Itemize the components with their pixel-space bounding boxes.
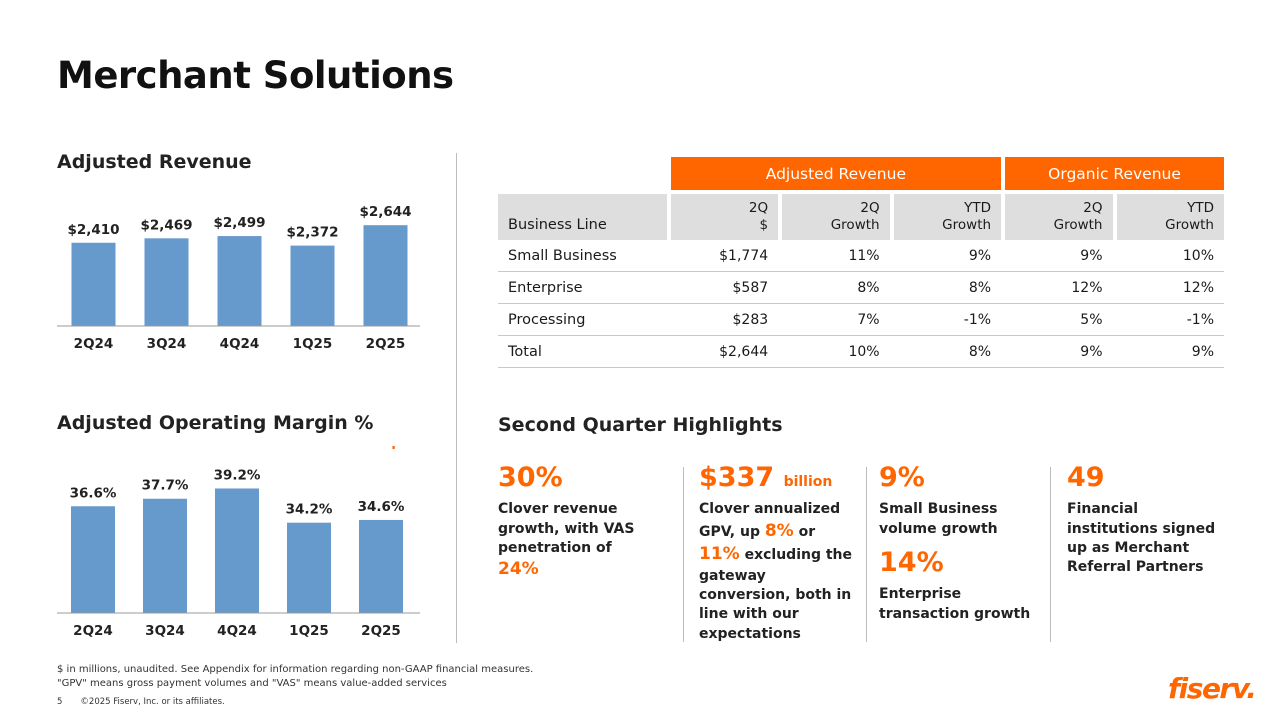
highlight-divider — [683, 467, 684, 642]
table-row: Enterprise $587 8% 8% 12% 12% — [498, 272, 1224, 304]
tick-label-1Q25: 1Q25 — [289, 623, 329, 639]
highlight-clover-revenue: 30% Clover revenue growth, with VAS pene… — [498, 462, 635, 580]
revenue-table: Adjusted Revenue Organic Revenue Busines… — [498, 157, 1224, 368]
operating-margin-chart: 36.6% 2Q24 37.7% 3Q24 39.2% 4Q24 34.2% 1Q25 34.6… — [57, 446, 420, 639]
data-label-2Q25: $2,644 — [359, 204, 411, 220]
group-adjusted-revenue: Adjusted Revenue — [670, 157, 1002, 190]
data-label-3Q24: $2,469 — [140, 217, 192, 233]
col-2q-growth: 2Q Growth — [782, 190, 890, 240]
bar-2Q25 — [359, 519, 403, 613]
data-label-4Q24: $2,499 — [213, 215, 265, 231]
bar-2Q24 — [71, 506, 115, 613]
tick-label-2Q25: 2Q25 — [361, 623, 401, 639]
tick-label-4Q24: 4Q24 — [220, 336, 260, 352]
data-label-1Q25: 34.2% — [286, 502, 333, 518]
fiserv-logo: fiserv. — [1168, 672, 1257, 705]
data-label-3Q24: 37.7% — [142, 478, 189, 494]
group-organic-revenue: Organic Revenue — [1005, 157, 1224, 190]
bar-3Q24 — [143, 498, 187, 613]
bar-4Q24 — [215, 488, 259, 613]
footer-meta: 5 ©2025 Fiserv, Inc. or its affiliates. — [57, 697, 243, 707]
col-organic-ytd-growth: YTD Growth — [1116, 190, 1224, 240]
tick-label-1Q25: 1Q25 — [293, 336, 333, 352]
tick-label-4Q24: 4Q24 — [217, 623, 257, 639]
bar-4Q24 — [217, 236, 262, 326]
tick-label-3Q24: 3Q24 — [145, 623, 185, 639]
bar-2Q25 — [363, 225, 408, 326]
footnote-1: $ in millions, unaudited. See Appendix f… — [57, 664, 534, 675]
data-label-1Q25: $2,372 — [286, 225, 338, 241]
copyright: ©2025 Fiserv, Inc. or its affiliates. — [80, 697, 225, 707]
tick-label-2Q25: 2Q25 — [366, 336, 406, 352]
bar-1Q25 — [290, 245, 335, 326]
bar-1Q25 — [287, 522, 331, 613]
highlight-small-business: 9% Small Business volume growth 14% Ente… — [879, 462, 1031, 622]
tick-label-2Q24: 2Q24 — [73, 623, 113, 639]
col-2q-dollar: 2Q $ — [670, 190, 779, 240]
highlights-title: Second Quarter Highlights — [498, 414, 783, 436]
adjusted-revenue-chart: $2,410 2Q24 $2,469 3Q24 $2,499 4Q24 $2,372 1Q25… — [57, 204, 420, 352]
col-organic-2q-growth: 2Q Growth — [1005, 190, 1113, 240]
table-row: Total $2,644 10% 8% 9% 9% — [498, 336, 1224, 368]
page-number: 5 — [57, 697, 63, 707]
col-business-line: Business Line — [498, 190, 667, 240]
ytd-annotation: -100bps — [350, 446, 409, 450]
tick-label-3Q24: 3Q24 — [147, 336, 187, 352]
vertical-divider — [456, 153, 457, 643]
col-ytd-growth: YTD Growth — [893, 190, 1002, 240]
highlight-financial-institutions: 49 Financial institutions signed up as M… — [1067, 462, 1216, 576]
table-row: Small Business $1,774 11% 9% 9% 10% — [498, 240, 1224, 272]
highlight-divider — [1050, 467, 1051, 642]
highlight-clover-gpv: $337 billion Clover annualized GPV, up 8… — [699, 462, 853, 642]
data-label-2Q24: 36.6% — [70, 485, 117, 501]
tick-label-2Q24: 2Q24 — [74, 336, 114, 352]
margin-chart-title: Adjusted Operating Margin % — [57, 412, 374, 434]
table-row: Processing $283 7% -1% 5% -1% — [498, 304, 1224, 336]
page-title: Merchant Solutions — [57, 54, 454, 97]
data-label-2Q25: 34.6% — [358, 499, 405, 515]
highlight-divider — [866, 467, 867, 642]
ytd-annotation: YTD — [363, 446, 393, 450]
data-label-2Q24: $2,410 — [67, 222, 119, 238]
revenue-chart-title: Adjusted Revenue — [57, 151, 252, 173]
bar-3Q24 — [144, 238, 189, 326]
bar-2Q24 — [71, 242, 116, 326]
data-label-4Q24: 39.2% — [214, 467, 261, 483]
footnote-2: "GPV" means gross payment volumes and "V… — [57, 678, 447, 689]
